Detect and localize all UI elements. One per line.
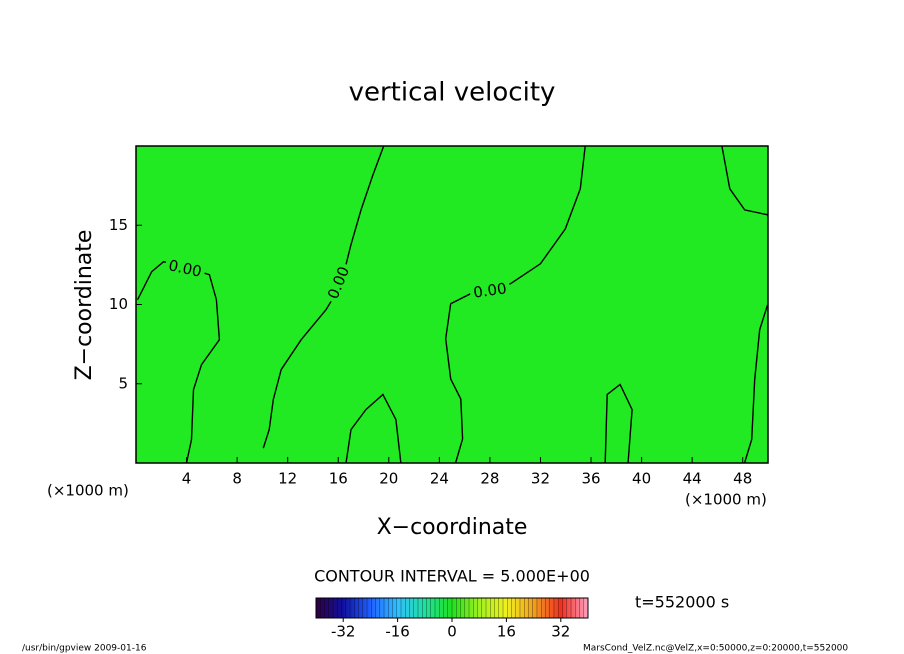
x-tick-label: 28 [480,470,499,488]
time-label: t=552000 s [635,593,729,612]
x-tick-label: 48 [733,470,752,488]
field [136,146,768,463]
x-tick-label: 32 [531,470,550,488]
footer: MarsCond_VelZ.nc@VelZ,x=0:50000,z=0:2000… [583,644,848,654]
contour-label: 0.00 [472,279,508,301]
y-tick-label: 15 [109,216,128,234]
contour-line [136,260,221,463]
contour-label-bg [163,257,207,281]
colorbar-tick-label: -16 [385,623,410,641]
y-axis-label: Z−coordinate [72,230,97,381]
x-tick-label: 40 [632,470,651,488]
colorbar-tick-label: 32 [551,623,570,641]
x-tick-label: 44 [683,470,702,488]
colorbar-tick-label: 0 [447,623,457,641]
x-tick-label: 4 [182,470,192,488]
x-tick-label: 8 [232,470,242,488]
colorbar-tick-label: -32 [331,623,356,641]
x-axis-label: X−coordinate [377,515,528,540]
contour-label-group: 0.00 [469,279,511,302]
contour-line [744,304,769,463]
contour-line [262,145,385,449]
contour-interval: CONTOUR INTERVAL = 5.000E+00 [314,567,590,586]
x-tick-label: 36 [581,470,600,488]
contour-line [604,383,633,463]
contour-line [721,145,768,216]
chart-title: vertical velocity [349,78,556,108]
y-tick-label: 5 [118,374,128,392]
contour-label-bg [469,280,511,302]
x-unit-label: (×1000 m) [47,482,129,500]
contour-line [444,145,586,463]
contour-line [345,393,402,463]
footer: /usr/bin/gpview 2009-01-16 [22,644,147,654]
x-unit-label: (×1000 m) [685,491,767,509]
x-tick-label: 16 [329,470,348,488]
x-tick-label: 24 [430,470,449,488]
y-tick-label: 10 [109,295,128,313]
x-tick-label: 20 [379,470,398,488]
contour-label-bg [324,261,354,305]
colorbar-tick-label: 16 [497,623,516,641]
x-tick-label: 12 [278,470,297,488]
